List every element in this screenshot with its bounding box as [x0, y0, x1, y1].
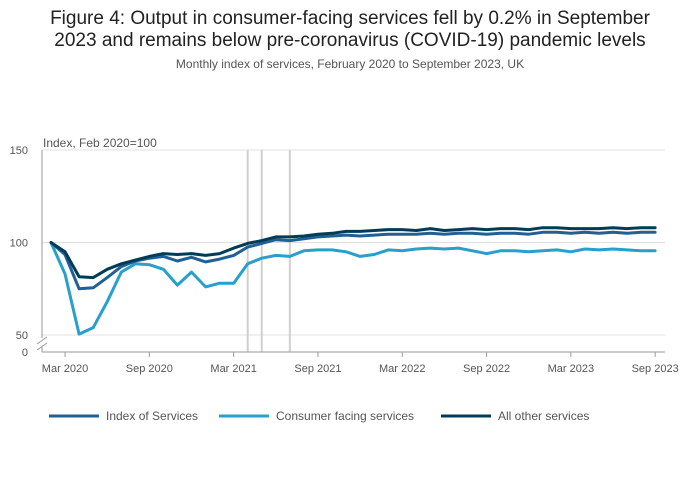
axis-break-mark — [36, 336, 48, 345]
chart-title-line-1: Figure 4: Output in consumer-facing serv… — [50, 8, 650, 29]
reference-lines — [246, 150, 291, 352]
series-line — [49, 226, 657, 280]
chart-subtitle: Monthly index of services, February 2020… — [175, 57, 525, 71]
chart-title: Figure 4: Output in consumer-facing serv… — [0, 8, 700, 52]
y-tick-label: 50 — [16, 330, 28, 342]
axes: Index, Feb 2020=100 150 100 50 0 Mar 2020 Sep… — [10, 136, 679, 375]
x-tick-label: Sep 2022 — [463, 363, 510, 375]
legend-item[interactable]: All other services — [441, 409, 589, 423]
x-tick-label: Sep 2020 — [126, 363, 173, 375]
axis-break-mark — [36, 342, 48, 351]
chart-title-line-2: 2023 and remains below pre-coronavirus (… — [54, 30, 646, 51]
legend-item[interactable]: Consumer facing services — [219, 409, 414, 423]
legend[interactable]: Index of Services Consumer facing service… — [49, 409, 589, 423]
legend-label: Consumer facing services — [276, 409, 414, 423]
series-line — [49, 230, 657, 291]
legend-label: Index of Services — [106, 409, 198, 423]
x-tick-label: Sep 2021 — [294, 363, 341, 375]
x-tick-label: Mar 2021 — [210, 363, 256, 375]
y-tick-label: 100 — [10, 238, 28, 250]
series-line — [49, 241, 657, 336]
y-tick-label: 150 — [10, 145, 28, 157]
legend-item[interactable]: Index of Services — [49, 409, 198, 423]
x-tick-label: Mar 2020 — [42, 363, 88, 375]
x-tick-label: Sep 2023 — [632, 363, 679, 375]
legend-label: All other services — [498, 409, 589, 423]
y-axis-label: Index, Feb 2020=100 — [43, 136, 157, 150]
series-lines — [49, 226, 657, 336]
y-tick-label: 0 — [22, 347, 28, 359]
x-tick-label: Mar 2023 — [548, 363, 594, 375]
x-tick-label: Mar 2022 — [379, 363, 425, 375]
